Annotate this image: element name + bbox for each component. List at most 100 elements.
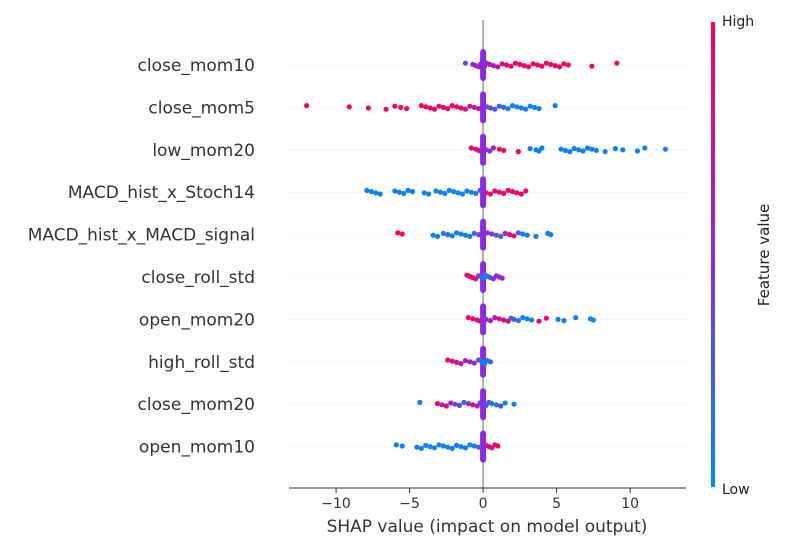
shap-point — [471, 230, 477, 236]
x-tick-label: 5 — [552, 496, 561, 512]
feature-label: close_mom5 — [148, 98, 255, 118]
shap-point — [449, 358, 455, 364]
shap-point — [473, 190, 479, 196]
shap-point — [536, 106, 542, 112]
feature-label: close_mom20 — [138, 395, 255, 415]
shap-point — [454, 230, 460, 236]
shap-point — [462, 445, 469, 451]
shap-point — [393, 442, 399, 448]
shap-point — [471, 360, 477, 366]
x-axis-title: SHAP value (impact on model output) — [327, 517, 648, 537]
shap-point — [496, 316, 502, 322]
shap-point — [501, 104, 507, 110]
shap-point — [468, 189, 474, 195]
shap-point — [561, 61, 567, 67]
shap-point — [517, 61, 523, 67]
shap-point — [405, 187, 411, 193]
shap-point — [452, 401, 458, 407]
shap-point — [454, 359, 460, 365]
shap-point — [431, 106, 438, 112]
shap-point — [446, 187, 452, 193]
shap-point — [506, 232, 513, 238]
shap-point — [495, 64, 501, 70]
shap-point — [437, 189, 444, 195]
shap-point — [427, 105, 433, 111]
shap-point — [501, 147, 507, 153]
shap-point — [496, 103, 502, 109]
shap-point — [548, 61, 554, 67]
feature-label: MACD_hist_x_MACD_signal — [28, 226, 255, 246]
shap-point — [364, 187, 370, 193]
colorbar-low-label: Low — [722, 482, 750, 498]
shap-point — [476, 444, 482, 450]
x-tick-label: 10 — [621, 496, 639, 512]
shap-point — [499, 61, 505, 67]
shap-point — [543, 60, 549, 66]
shap-point — [462, 358, 469, 364]
shap-point — [511, 401, 517, 407]
shap-point — [487, 105, 494, 111]
shap-point — [487, 359, 494, 365]
shap-point — [455, 190, 461, 196]
shap-point — [449, 445, 455, 451]
shap-point — [590, 317, 596, 323]
shap-point — [440, 443, 446, 449]
shap-point — [470, 316, 476, 322]
shap-point — [487, 318, 494, 324]
shap-point — [443, 403, 449, 409]
shap-point — [534, 62, 541, 68]
shap-point — [449, 103, 455, 109]
shap-point — [487, 191, 494, 197]
shap-point — [492, 315, 498, 321]
shap-point — [614, 60, 620, 66]
shap-point — [445, 357, 451, 363]
shap-point — [523, 106, 529, 112]
shap-point — [396, 189, 402, 195]
shap-point — [471, 104, 477, 110]
shap-point — [423, 442, 429, 448]
shap-point — [399, 231, 405, 237]
shap-point — [496, 189, 502, 195]
shap-point — [421, 190, 427, 196]
shap-point — [556, 64, 563, 70]
shap-point — [483, 190, 489, 196]
shap-point — [539, 63, 545, 69]
shap-point — [476, 232, 482, 238]
shap-point — [548, 232, 554, 238]
shap-point — [427, 444, 433, 450]
shap-point — [536, 318, 542, 324]
shap-point — [509, 103, 516, 109]
shap-point — [440, 230, 446, 236]
shap-point — [518, 191, 524, 197]
feature-label: low_mom20 — [152, 141, 255, 161]
shap-point — [440, 104, 446, 110]
shap-point — [558, 146, 564, 152]
colorbar — [711, 22, 715, 487]
shap-point — [584, 145, 591, 151]
shap-point — [489, 231, 495, 237]
shap-point — [483, 316, 489, 322]
x-tick-label: 0 — [479, 496, 488, 512]
shap-point — [514, 104, 520, 110]
shap-point — [470, 402, 476, 408]
shap-point — [468, 145, 474, 151]
shap-point — [493, 402, 499, 408]
shap-point — [418, 445, 424, 451]
feature-labels: close_mom10 close_mom5 low_mom20 MACD_hist_… — [28, 56, 255, 458]
shap-point — [392, 103, 398, 109]
shap-point — [423, 104, 429, 110]
shap-point — [518, 105, 524, 111]
shap-point — [398, 104, 404, 110]
shap-point — [465, 401, 471, 407]
colorbar-high-label: High — [722, 14, 754, 30]
shap-point — [462, 60, 469, 66]
feature-label: open_mom10 — [139, 438, 255, 458]
shap-point — [377, 191, 383, 197]
shap-point — [562, 147, 569, 153]
shap-point — [642, 145, 648, 151]
shap-point — [392, 188, 398, 194]
shap-point — [454, 104, 460, 110]
shap-point — [459, 191, 466, 197]
shap-point — [567, 149, 573, 155]
shap-point — [634, 148, 641, 154]
